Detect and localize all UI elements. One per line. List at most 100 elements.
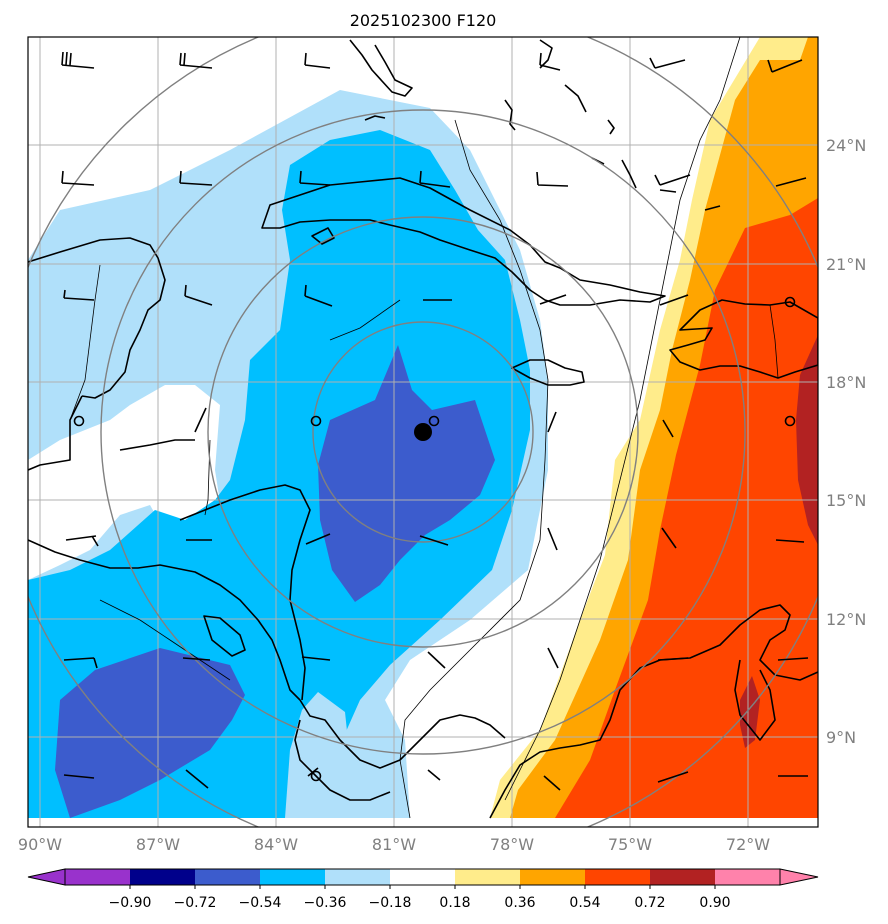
coast-bahamas-7 [659,189,677,193]
lon-label: 87°W [136,835,180,854]
lon-labels: 90°W 87°W 84°W 81°W 78°W 75°W 72°W [18,835,770,854]
coast-cuba [261,177,666,306]
coast-gulf-honduras [119,439,195,451]
colorbar-swatch [520,869,585,885]
lat-label: 9°N [826,728,856,747]
colorbar-tick-label: 0.72 [634,895,665,911]
coast-panama-south [294,719,391,801]
colorbar-tick-label: −0.36 [304,895,347,911]
calm-circle [428,415,440,427]
wind-barb [299,170,331,186]
colorbar-extend-high [779,868,819,886]
wind-barb [547,647,559,669]
coast-hispaniola [669,299,818,379]
colorbar-tick-label: 0.90 [699,895,730,911]
lon-label: 78°W [490,835,534,854]
lon-label: 72°W [726,835,770,854]
coast-yucatan [28,237,166,399]
lon-label: 84°W [254,835,298,854]
coast-florida-keys [364,115,386,121]
wind-barb [777,657,809,661]
colorbar-swatch [455,869,520,885]
colorbar-frame [64,868,781,886]
contour-royalblue-sw [55,648,245,818]
wind-barb [657,657,689,661]
wind-barb [304,284,333,307]
colorbar-tick-label: −0.90 [109,895,152,911]
lat-label: 15°N [826,491,866,510]
wind-barb [304,52,331,69]
calm-markers [73,296,796,782]
wind-barb [547,411,557,433]
wind-barb [767,59,803,73]
wind-barb [543,775,561,791]
wind-barb [662,419,674,438]
coast-bahamas-8 [704,205,721,211]
colorbar-tick-label: −0.54 [239,895,282,911]
colorbar-swatch [260,869,325,885]
colorbar-tick-label: −0.18 [369,895,412,911]
coastlines [28,39,818,819]
lat-label: 21°N [826,255,866,274]
wind-barb [775,177,807,187]
wind-barb [63,657,98,669]
colorbar-swatch [585,869,650,885]
colorbar-swatch [65,869,130,885]
map-frame [27,36,819,828]
coast-bahamas-3 [564,84,587,113]
wind-barb [649,57,686,69]
colorbar: −0.90 −0.72 −0.54 −0.36 −0.18 0.18 0.36 … [27,868,819,911]
lat-label: 24°N [826,136,866,155]
wind-barb [184,284,213,306]
lat-label: 18°N [826,373,866,392]
wind-barb [63,289,95,301]
colorbar-tick-label: 0.18 [439,895,470,911]
coast-yucatan-gulf [28,395,83,471]
coast-honduras-north [179,484,311,701]
storm-center-marker [414,423,432,441]
wind-barb [182,657,211,661]
range-rings [28,37,818,827]
wind-barb [427,651,446,669]
wind-barb [775,539,805,543]
coast-central-america-north [28,539,301,701]
lon-label: 90°W [18,835,62,854]
wind-barb [536,171,569,187]
gridlines [28,37,818,827]
chart-title: 2025102300 F120 [350,11,497,30]
calm-circle [784,296,796,308]
coast-maracaibo [734,659,776,741]
colorbar-swatch [195,869,260,885]
wind-barb [179,170,213,186]
colorbar-tick-label: −0.72 [174,895,217,911]
contour-firebrick-east [796,335,818,545]
colorbar-swatch [390,869,455,885]
colorbar-tick-label: 0.36 [504,895,535,911]
wind-barb [547,527,558,551]
lon-label: 75°W [608,835,652,854]
coast-bahamas-4 [607,119,615,135]
wind-barb [659,294,689,306]
wind-barb [179,52,213,69]
calm-circle [310,770,322,782]
coast-bahamas-2 [539,39,553,69]
coast-jamaica [511,359,585,386]
wind-barb [419,170,451,188]
wind-barb [305,533,331,545]
wind-barb [194,407,207,433]
coast-florida [349,39,413,97]
contour-royalblue-center [318,345,495,602]
lon-label: 81°W [372,835,416,854]
coast-bahamas-6 [621,159,637,189]
coast-isle-youth [311,227,335,245]
contour-lightblue-panama [285,692,350,818]
wind-barb [419,535,449,546]
wind-barb [654,174,691,186]
contour-orangered [555,198,818,818]
wind-barb [427,769,441,781]
calm-circle [73,415,85,427]
contour-firebrick-lake [740,676,760,748]
wind-barb [63,774,95,779]
colorbar-swatch [650,869,715,885]
colorbar-tick-label: 0.54 [569,895,600,911]
